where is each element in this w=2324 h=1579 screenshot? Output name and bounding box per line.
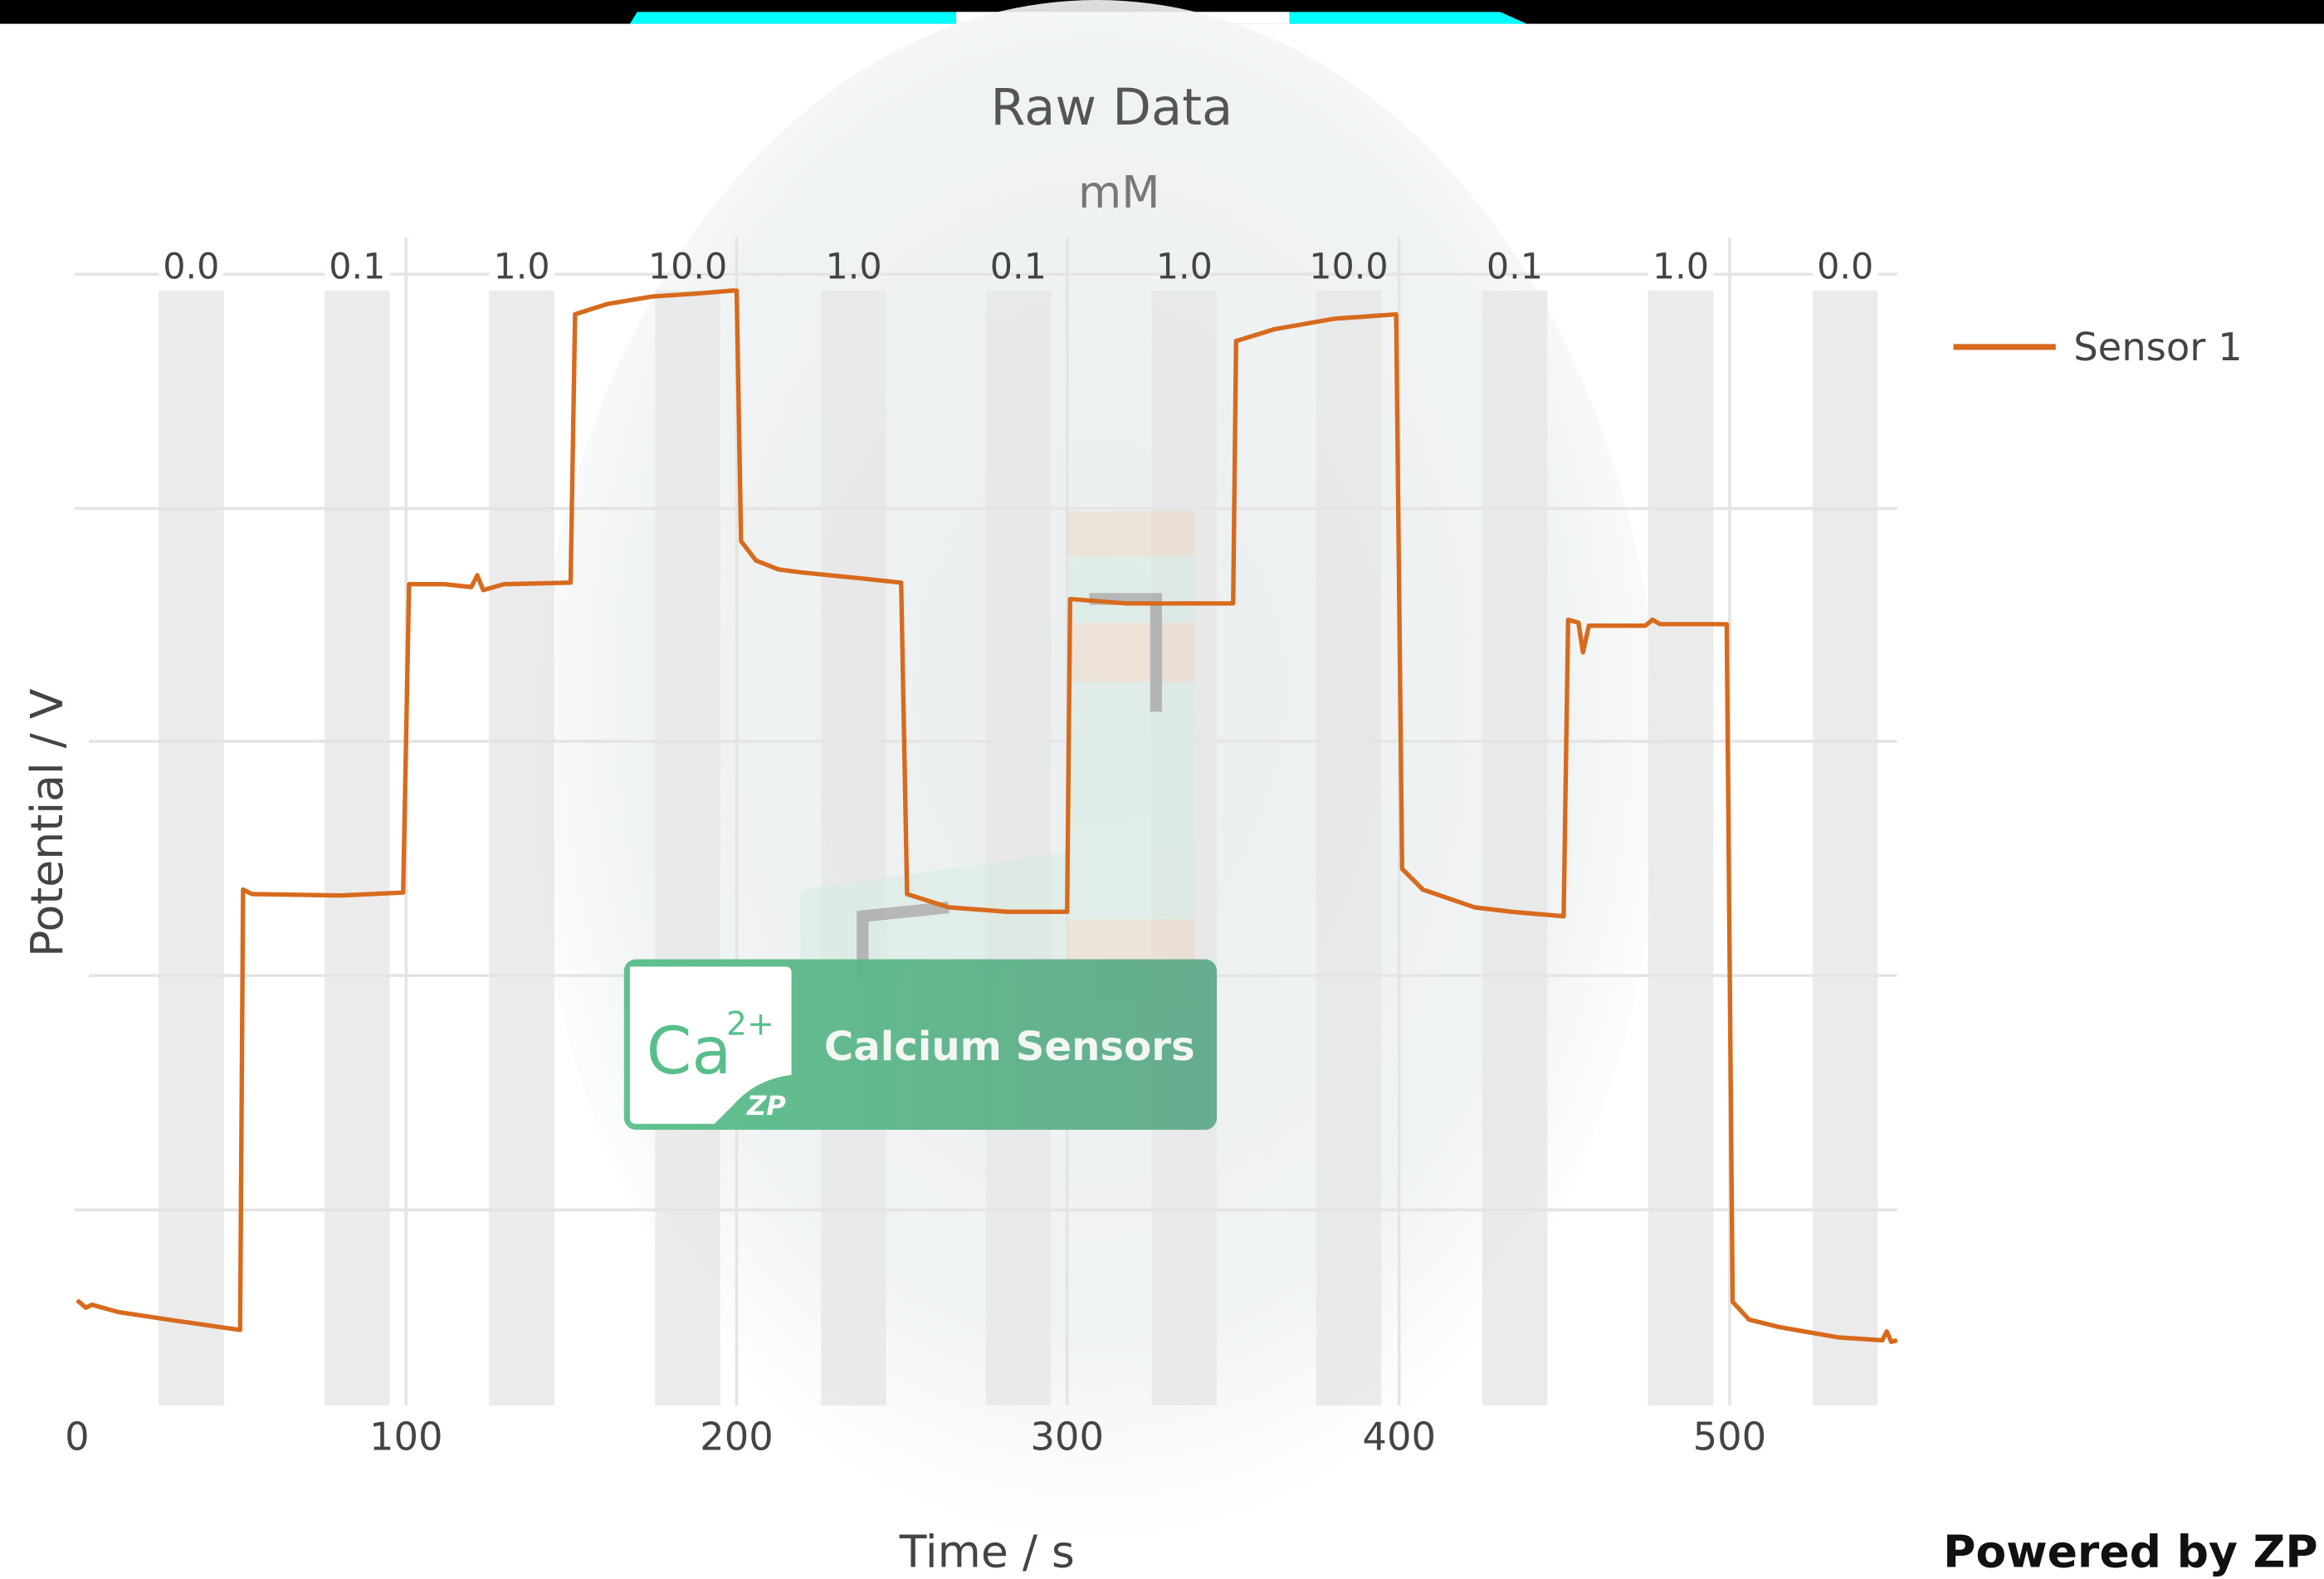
- sensor-image: [800, 511, 1195, 1001]
- band-label: 0.1: [1487, 247, 1543, 288]
- y-axis-title: Potential / V: [21, 688, 73, 957]
- x-axis-ticks: 0 100 200 300 400 500: [65, 1415, 1766, 1459]
- concentration-bands: [159, 291, 1878, 1406]
- sensor-1-line: [76, 288, 1898, 1344]
- band-label: 0.1: [990, 247, 1047, 288]
- svg-text:100: 100: [369, 1415, 443, 1459]
- svg-text:300: 300: [1030, 1415, 1104, 1459]
- svg-text:0: 0: [65, 1415, 90, 1459]
- band-label: 0.0: [1817, 247, 1873, 288]
- band-label: 1.0: [1156, 247, 1213, 288]
- calcium-sensors-badge: Ca 2+ ZP Calcium Sensors: [623, 959, 1218, 1130]
- element-charge: 2+: [726, 1006, 774, 1044]
- top-accent-left: [629, 12, 956, 24]
- band-label: 1.0: [826, 247, 882, 288]
- x-axis-title: Time / s: [899, 1526, 1075, 1578]
- chart-title: Raw Data: [990, 79, 1233, 137]
- element-tile: [629, 966, 792, 1124]
- band-label: 0.0: [163, 247, 219, 288]
- top-axis-title: mM: [1078, 166, 1160, 218]
- band-label: 1.0: [494, 247, 550, 288]
- legend[interactable]: Sensor 1: [1953, 325, 2243, 369]
- top-accent-right: [1289, 12, 1527, 24]
- legend-item-sensor-1[interactable]: Sensor 1: [2073, 325, 2242, 369]
- band-label: 10.0: [1309, 247, 1388, 288]
- svg-text:500: 500: [1693, 1415, 1767, 1459]
- top-axis-labels: 0.0 0.1 1.0 10.0 1.0 0.1 1.0 10.0 0.1 1.…: [159, 237, 1878, 291]
- band-label: 0.1: [329, 247, 385, 288]
- band-label: 1.0: [1653, 247, 1709, 288]
- powered-by-text: Powered by ZP: [1943, 1526, 2318, 1578]
- svg-text:200: 200: [700, 1415, 774, 1459]
- element-symbol: Ca: [647, 1013, 732, 1089]
- brand-logo-icon: ZP: [746, 1090, 786, 1122]
- band-label: 10.0: [648, 247, 727, 288]
- badge-label: Calcium Sensors: [824, 1024, 1195, 1070]
- svg-text:400: 400: [1362, 1415, 1436, 1459]
